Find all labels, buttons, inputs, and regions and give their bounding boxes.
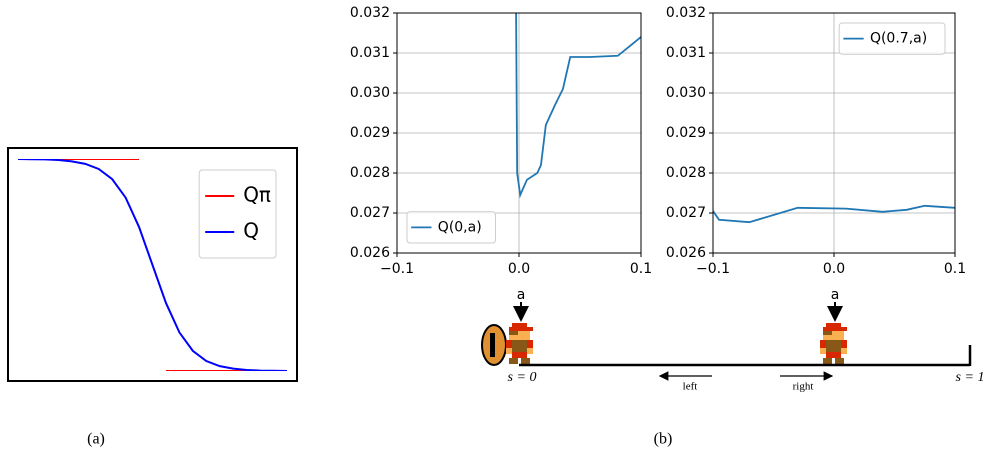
action-label: a xyxy=(831,287,840,303)
y-tick-label: 0.026 xyxy=(350,245,390,261)
legend-label: Q(0,a) xyxy=(438,219,482,235)
y-tick-label: 0.026 xyxy=(666,245,706,261)
series-line xyxy=(18,159,287,371)
x-tick-label: 0.1 xyxy=(944,261,966,277)
x-tick-label: −0.1 xyxy=(380,261,414,277)
plot-frame xyxy=(712,12,956,254)
legend-box xyxy=(406,211,496,244)
action-label: a xyxy=(517,287,526,303)
panel-label: (a) xyxy=(87,431,105,448)
y-tick-label: 0.031 xyxy=(350,45,390,61)
direction-label: right xyxy=(793,381,814,393)
legend-label: Q xyxy=(243,219,259,243)
y-tick-label: 0.032 xyxy=(350,5,390,21)
agent xyxy=(506,323,533,364)
direction-label: left xyxy=(683,381,698,393)
series-line xyxy=(515,13,641,199)
state-label: s = 1 xyxy=(956,370,985,385)
legend-box xyxy=(838,22,946,55)
legend-box xyxy=(198,169,277,259)
plot-frame xyxy=(396,12,642,254)
series-line xyxy=(713,204,955,224)
y-tick-label: 0.031 xyxy=(666,45,706,61)
y-tick-label: 0.028 xyxy=(350,165,390,181)
panel-frame xyxy=(7,147,298,382)
y-tick-label: 0.030 xyxy=(350,85,390,101)
y-tick-label: 0.029 xyxy=(350,125,390,141)
x-tick-label: 0.0 xyxy=(508,261,530,277)
y-tick-label: 0.032 xyxy=(666,5,706,21)
y-tick-label: 0.027 xyxy=(350,205,390,221)
y-tick-label: 0.027 xyxy=(666,205,706,221)
y-tick-label: 0.029 xyxy=(666,125,706,141)
x-tick-label: −0.1 xyxy=(696,261,730,277)
legend-label: Qπ xyxy=(243,183,271,207)
coin-slot xyxy=(490,333,495,357)
panel-label: (b) xyxy=(654,431,673,448)
y-tick-label: 0.030 xyxy=(666,85,706,101)
x-tick-label: 0.1 xyxy=(630,261,652,277)
agent xyxy=(820,323,847,364)
legend-label: Q(0.7,a) xyxy=(870,31,927,47)
y-tick-label: 0.028 xyxy=(666,165,706,181)
x-tick-label: 0.0 xyxy=(823,261,845,277)
state-label: s = 0 xyxy=(508,370,537,385)
